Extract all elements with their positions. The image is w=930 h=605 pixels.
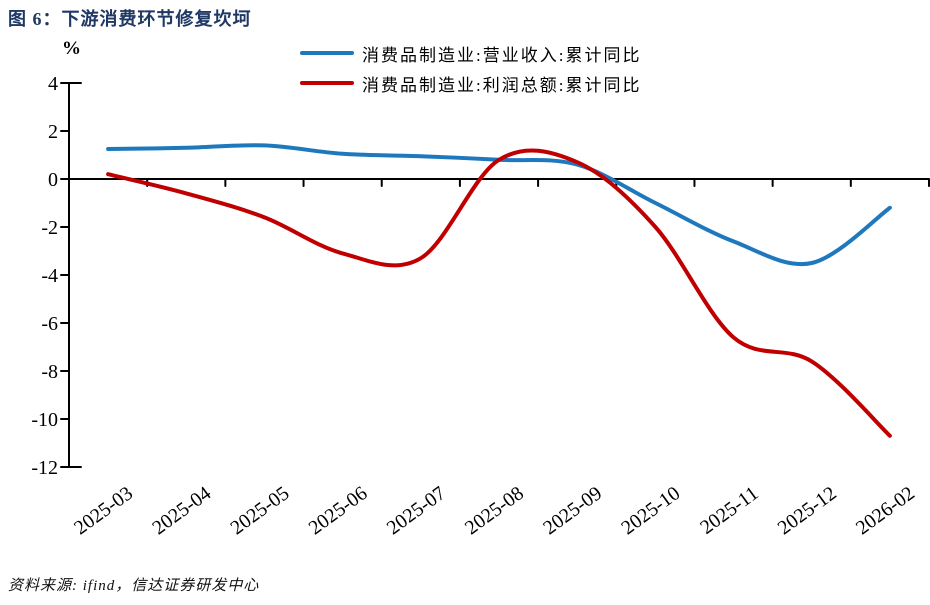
y-axis-tick-label: -6	[41, 313, 58, 335]
x-axis-tick-label: 2025-05	[227, 482, 294, 539]
y-axis-tick-label: 0	[48, 169, 58, 191]
legend-line-swatch-revenue	[300, 51, 354, 55]
legend-label-revenue: 消费品制造业:营业收入:累计同比	[362, 45, 642, 65]
x-axis-tick-label: 2026-02	[852, 482, 919, 539]
x-axis-tick-label: 2025-09	[539, 482, 606, 539]
x-axis-tick-label: 2025-12	[774, 482, 841, 539]
x-axis-tick-label: 2025-10	[617, 482, 684, 539]
legend-label-profit: 消费品制造业:利润总额:累计同比	[362, 75, 642, 95]
y-axis-tick-label: -4	[41, 265, 58, 287]
legend-item-revenue: 消费品制造业:营业收入:累计同比	[300, 42, 642, 65]
y-axis-tick-label: -10	[31, 409, 58, 431]
legend-line-swatch-profit	[300, 81, 354, 85]
figure-title: 图 6：下游消费环节修复坎坷	[8, 9, 252, 29]
x-axis-tick-label: 2025-03	[70, 482, 137, 539]
x-axis-tick-label: 2025-06	[305, 482, 372, 539]
x-axis-tick-label: 2025-08	[461, 482, 528, 539]
x-axis-tick-label: 2025-04	[148, 482, 215, 539]
x-axis-tick-label: 2025-07	[383, 482, 450, 539]
y-axis-tick-label: -2	[41, 217, 58, 239]
legend-item-profit: 消费品制造业:利润总额:累计同比	[300, 72, 642, 95]
source-note: 资料来源: ifind，信达证券研发中心	[8, 578, 260, 594]
y-axis-unit-label: %	[62, 38, 81, 59]
series-line-revenue	[106, 143, 892, 267]
axes-and-ticks	[60, 82, 930, 468]
y-axis-tick-label: 4	[48, 73, 58, 95]
y-axis-tick-label: -8	[41, 361, 58, 383]
y-axis-tick-label: 2	[48, 121, 58, 143]
chart-legend: 消费品制造业:营业收入:累计同比 消费品制造业:利润总额:累计同比	[300, 42, 641, 102]
series-line-profit	[106, 148, 892, 438]
y-axis-tick-label: -12	[31, 457, 58, 479]
x-axis-tick-label: 2025-11	[696, 482, 762, 539]
